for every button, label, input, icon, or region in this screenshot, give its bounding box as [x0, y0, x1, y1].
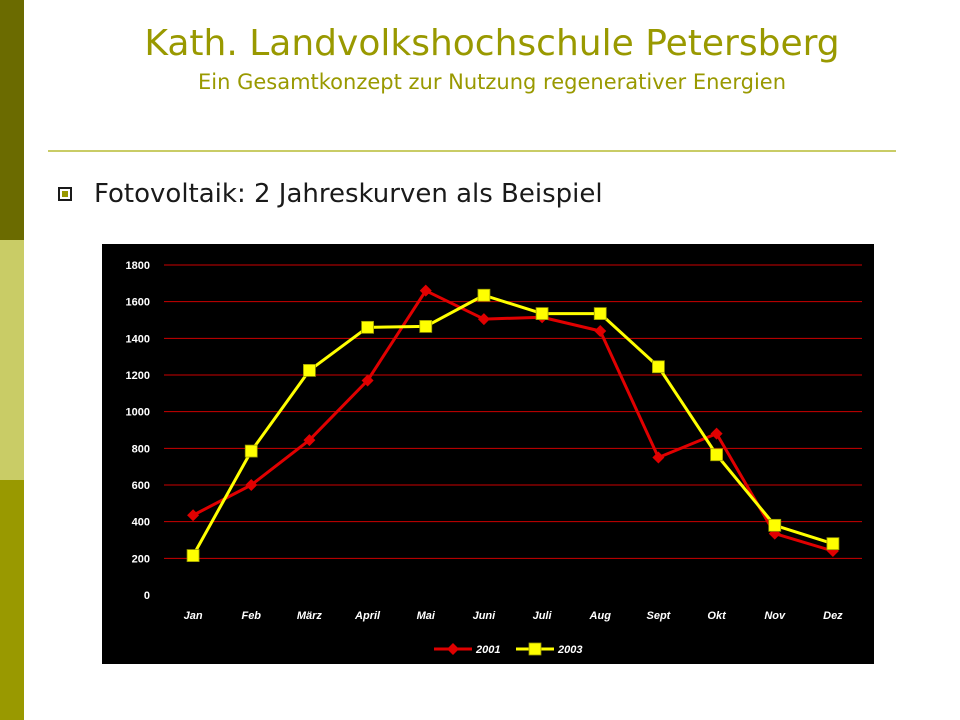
data-point-diamond: [447, 643, 459, 655]
x-tick-label: Feb: [241, 610, 261, 622]
x-tick-label: Aug: [589, 610, 612, 622]
x-tick-label: Sept: [646, 610, 671, 622]
data-point-square: [768, 518, 782, 532]
legend-label: 2001: [475, 644, 500, 656]
data-point-diamond: [187, 509, 200, 522]
data-point-square: [652, 360, 665, 374]
data-point-square: [535, 307, 549, 320]
x-tick-label: Mai: [417, 610, 436, 622]
data-point-square: [593, 307, 607, 320]
y-tick-label: 800: [132, 443, 150, 455]
x-tick-label: Juli: [533, 610, 553, 622]
x-tick-label: Okt: [707, 610, 727, 622]
data-point-square: [826, 537, 840, 551]
bullet-item: Fotovoltaik: 2 Jahreskurven als Beispiel: [58, 174, 603, 214]
y-tick-label: 1000: [126, 407, 150, 419]
bullet-text: Fotovoltaik: 2 Jahreskurven als Beispiel: [94, 179, 603, 209]
data-point-square: [710, 448, 723, 462]
header-divider: [48, 150, 896, 152]
data-point-diamond: [361, 374, 374, 387]
slide-title: Kath. Landvolkshochschule Petersberg: [144, 23, 840, 64]
legend-label: 2003: [557, 644, 582, 656]
data-point-square: [186, 549, 200, 562]
series-line-2003: [191, 293, 834, 557]
square-bullet-icon: [58, 187, 72, 201]
data-point-diamond: [303, 434, 316, 447]
x-tick-label: Jan: [184, 610, 203, 622]
data-point-diamond: [245, 479, 258, 491]
y-tick-label: 400: [132, 517, 150, 529]
y-tick-label: 1400: [126, 333, 150, 345]
x-tick-label: April: [354, 610, 381, 622]
data-point-square: [244, 444, 258, 458]
line-chart: 0 200 400 600 800 1000 1200 1400 1600 1800 Jan Feb…: [102, 244, 874, 664]
y-tick-label: 600: [132, 480, 150, 492]
data-point-diamond: [419, 284, 432, 297]
data-point-square: [303, 364, 316, 377]
y-tick-label: 1800: [126, 260, 150, 272]
data-point-square: [361, 320, 374, 334]
data-point-square: [419, 320, 433, 333]
data-point-diamond: [477, 313, 490, 326]
sidebar-stripe-top: [0, 0, 24, 240]
sidebar-stripe-bottom: [0, 480, 24, 720]
data-point-square: [528, 642, 542, 656]
chart-canvas: 0 200 400 600 800 1000 1200 1400 1600 1800 Jan Feb…: [126, 260, 862, 656]
slide-subtitle: Ein Gesamtkonzept zur Nutzung regenerati…: [197, 70, 787, 94]
x-tick-label: Juni: [473, 610, 497, 622]
y-tick-label: 1200: [126, 370, 150, 382]
slide-header: Kath. Landvolkshochschule Petersberg Ein…: [24, 20, 960, 96]
x-tick-label: Dez: [823, 610, 843, 622]
data-point-diamond: [652, 451, 665, 464]
sidebar-stripe-middle: [0, 240, 24, 480]
series-line-2001: [192, 289, 834, 553]
data-point-diamond: [710, 427, 723, 440]
y-tick-label: 200: [132, 553, 150, 565]
x-tick-label: Nov: [764, 610, 786, 622]
y-tick-label: 0: [144, 590, 150, 602]
data-point-diamond: [594, 325, 607, 337]
y-tick-label: 1600: [126, 297, 150, 309]
x-tick-label: März: [297, 610, 323, 622]
data-point-square: [477, 288, 491, 302]
